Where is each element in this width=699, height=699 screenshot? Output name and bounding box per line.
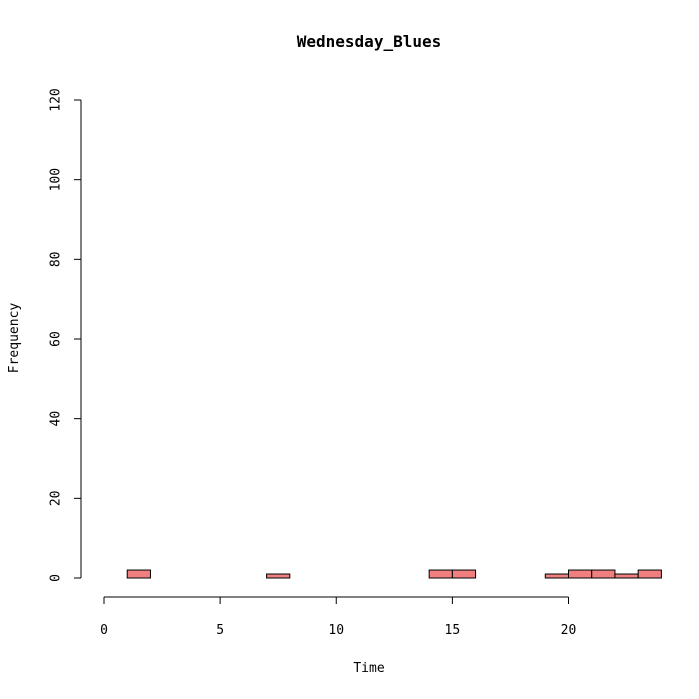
- histogram-bar: [637, 569, 662, 579]
- y-tick-label: 80: [49, 252, 64, 268]
- chart-title: Wednesday_Blues: [297, 32, 442, 51]
- histogram-bar: [614, 573, 639, 579]
- histogram-bar: [568, 569, 593, 579]
- x-tick-label: 20: [561, 623, 577, 638]
- x-tick-label: 0: [100, 623, 108, 638]
- x-axis: 0 5 10 15 20: [100, 596, 577, 638]
- y-axis: 0 20 40 60 80 100 120: [49, 88, 82, 582]
- x-tick-label: 10: [328, 623, 344, 638]
- histogram-bar: [266, 573, 291, 579]
- y-tick-label: 20: [49, 491, 64, 507]
- y-tick-label: 60: [49, 331, 64, 347]
- y-tick-label: 100: [49, 168, 64, 191]
- x-tick-label: 15: [445, 623, 461, 638]
- y-axis-label: Frequency: [7, 303, 22, 374]
- x-tick-label: 5: [216, 623, 224, 638]
- y-tick-label: 120: [49, 88, 64, 111]
- histogram-bar: [428, 569, 453, 579]
- histogram-bar: [544, 573, 570, 579]
- y-tick-label: 0: [49, 574, 64, 582]
- histogram-bar: [451, 569, 477, 579]
- histogram-bar: [126, 569, 151, 579]
- x-axis-label: Time: [353, 661, 384, 676]
- histogram-bar: [591, 569, 616, 579]
- y-tick-label: 40: [49, 411, 64, 427]
- bars-group: [126, 569, 662, 579]
